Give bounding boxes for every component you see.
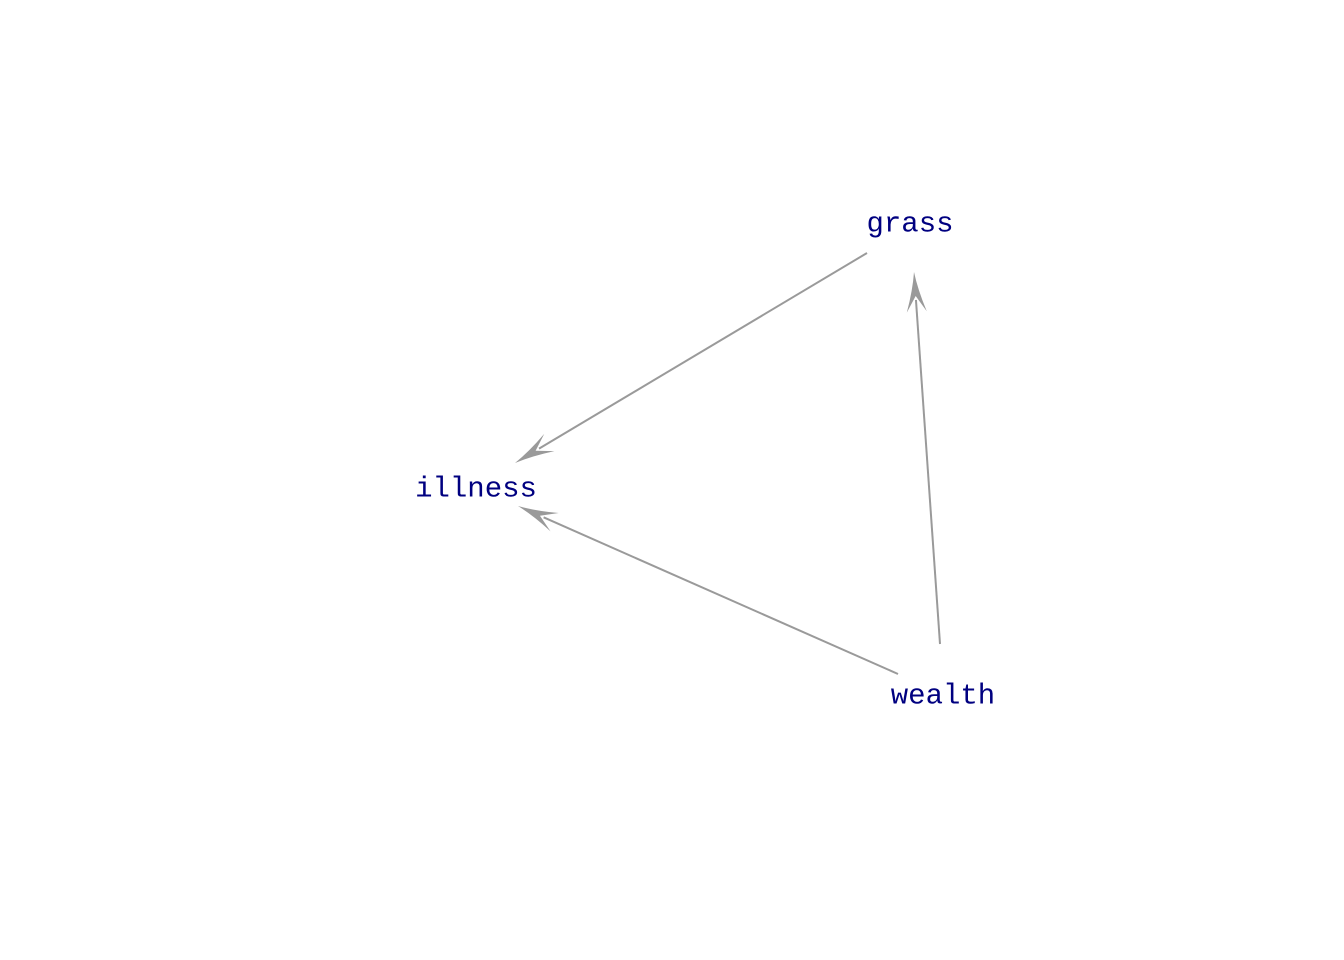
nodes-layer: grass illness wealth bbox=[415, 208, 995, 713]
arrowhead-icon bbox=[906, 272, 927, 313]
node-illness: illness bbox=[415, 473, 537, 506]
edge-grass-to-illness bbox=[515, 252, 868, 463]
edge-wealth-to-illness bbox=[518, 506, 899, 675]
node-grass: grass bbox=[866, 208, 953, 241]
arrowhead-icon bbox=[515, 433, 555, 463]
arrowhead-icon bbox=[518, 506, 559, 532]
edge-line bbox=[543, 516, 899, 675]
edges-layer bbox=[515, 252, 941, 675]
edge-wealth-to-grass bbox=[906, 272, 941, 645]
node-wealth: wealth bbox=[891, 680, 995, 713]
edge-line bbox=[914, 299, 941, 645]
edge-line bbox=[538, 252, 868, 450]
